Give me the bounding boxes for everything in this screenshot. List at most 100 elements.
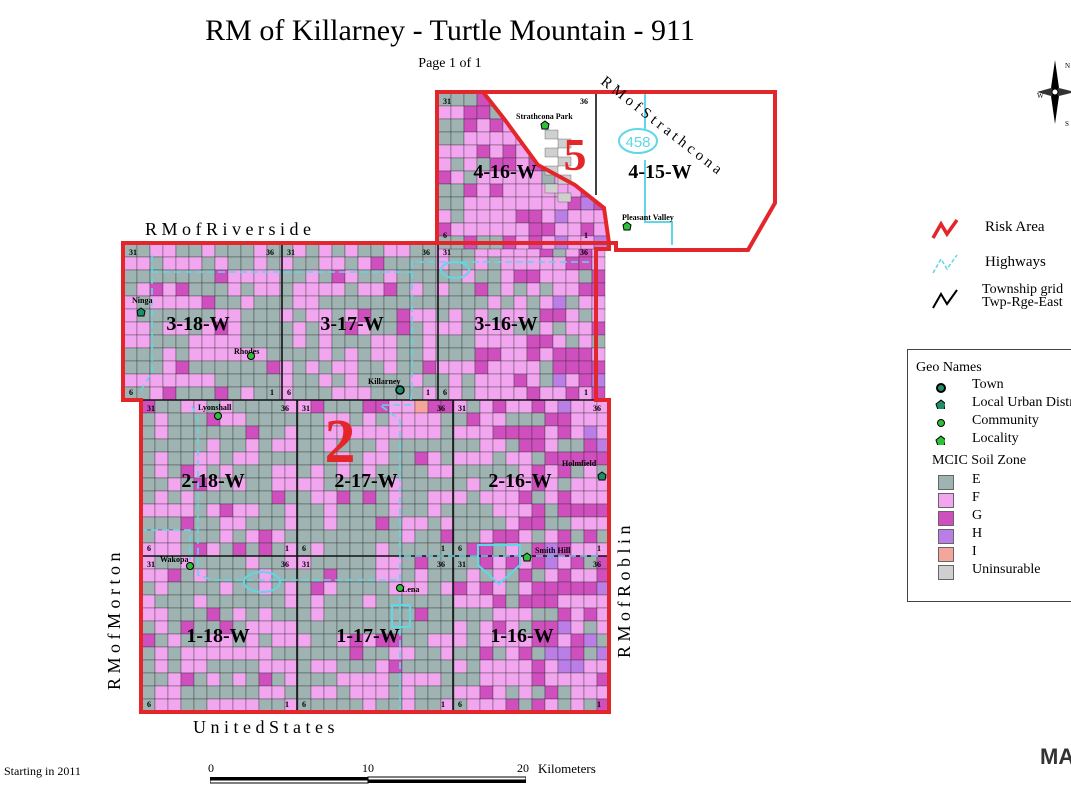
soil-cell <box>123 373 138 388</box>
soil-cell <box>554 222 569 237</box>
soil-cell <box>557 646 572 661</box>
soil-cell <box>258 464 273 479</box>
soil-cell <box>375 581 390 596</box>
soil-cell <box>539 321 554 336</box>
soil-cell <box>453 659 468 674</box>
legend-soil-title: MCIC Soil Zone <box>932 453 1027 468</box>
soil-cell <box>539 295 554 310</box>
soil-cell <box>206 438 221 453</box>
soil-cell <box>453 581 468 596</box>
soil-cell <box>427 672 442 687</box>
soil-cell <box>396 256 411 271</box>
soil-cell <box>232 490 247 505</box>
soil-cell <box>266 282 281 297</box>
soil-cell <box>479 594 494 609</box>
soil-cell <box>336 490 351 505</box>
soil-cell <box>214 282 229 297</box>
soil-cell <box>440 620 455 635</box>
soil-cell <box>557 555 572 570</box>
soil-cell <box>193 425 208 440</box>
soil-cell <box>357 334 372 349</box>
soil-cell <box>318 334 333 349</box>
soil-cell <box>414 451 429 466</box>
soil-cell <box>154 425 169 440</box>
soil-cell <box>323 581 338 596</box>
soil-cell <box>528 183 543 198</box>
soil-cell <box>440 464 455 479</box>
soil-cell <box>284 659 299 674</box>
soil-cell <box>492 685 507 700</box>
soil-cell <box>479 646 494 661</box>
place-label: Ninga <box>132 296 152 305</box>
soil-cell <box>450 131 465 146</box>
soil-cell <box>531 529 546 544</box>
section-number: 31 <box>458 560 466 569</box>
soil-cell <box>266 347 281 362</box>
neighbor-east-label: R M o f R o b l i n <box>614 525 634 658</box>
soil-cell <box>219 672 234 687</box>
soil-cell <box>578 295 593 310</box>
soil-cell <box>180 581 195 596</box>
township-label: 2-17-W <box>334 470 397 492</box>
soil-cell <box>526 256 541 271</box>
soil-cell <box>526 334 541 349</box>
soil-cell <box>414 659 429 674</box>
soil-cell <box>544 685 559 700</box>
soil-cell <box>583 412 598 427</box>
soil-cell <box>245 451 260 466</box>
soil-cell <box>427 594 442 609</box>
soil-cell <box>362 581 377 596</box>
soil-cell <box>453 672 468 687</box>
soil-cell <box>531 555 546 570</box>
soil-cell <box>344 256 359 271</box>
soil-cell <box>297 490 312 505</box>
soil-cell <box>539 347 554 362</box>
township-label: 1-17-W <box>336 625 399 647</box>
scale-unit: Kilometers <box>538 761 596 776</box>
soil-cell <box>284 412 299 427</box>
soil-cell <box>245 425 260 440</box>
soil-cell <box>591 373 606 388</box>
township-label: 1-16-W <box>490 625 553 647</box>
soil-cell <box>232 425 247 440</box>
soil-cell <box>466 425 481 440</box>
soil-cell <box>232 659 247 674</box>
lud-symbol-icon <box>935 399 945 409</box>
soil-cell <box>474 256 489 271</box>
soil-cell <box>310 399 325 414</box>
soil-cell <box>401 399 416 414</box>
soil-cell <box>375 659 390 674</box>
place-label: Killarney <box>368 377 400 386</box>
soil-cell <box>570 633 585 648</box>
soil-cell <box>167 672 182 687</box>
soil-cell <box>344 334 359 349</box>
soil-cell <box>284 464 299 479</box>
soil-cell <box>240 243 255 258</box>
soil-cell <box>466 438 481 453</box>
soil-cell <box>266 334 281 349</box>
soil-cell <box>518 516 533 531</box>
soil-cell <box>349 594 364 609</box>
soil-cell <box>310 529 325 544</box>
soil-cell <box>466 464 481 479</box>
place-symbol-icon <box>522 552 532 562</box>
soil-cell <box>557 490 572 505</box>
soil-cell <box>401 607 416 622</box>
soil-cell <box>453 633 468 648</box>
soil-cell <box>310 555 325 570</box>
soil-cell <box>362 555 377 570</box>
soil-cell <box>396 295 411 310</box>
highway-shield-458: 458 <box>618 128 658 154</box>
soil-cell <box>292 256 307 271</box>
section-number: 31 <box>129 248 137 257</box>
soil-cell <box>292 321 307 336</box>
soil-cell <box>463 196 478 211</box>
soil-cell <box>453 620 468 635</box>
soil-cell <box>466 529 481 544</box>
soil-cell <box>167 399 182 414</box>
highway-shield <box>440 261 470 279</box>
soil-cell <box>258 503 273 518</box>
soil-cell <box>318 295 333 310</box>
soil-cell <box>344 386 359 401</box>
soil-cell <box>492 490 507 505</box>
